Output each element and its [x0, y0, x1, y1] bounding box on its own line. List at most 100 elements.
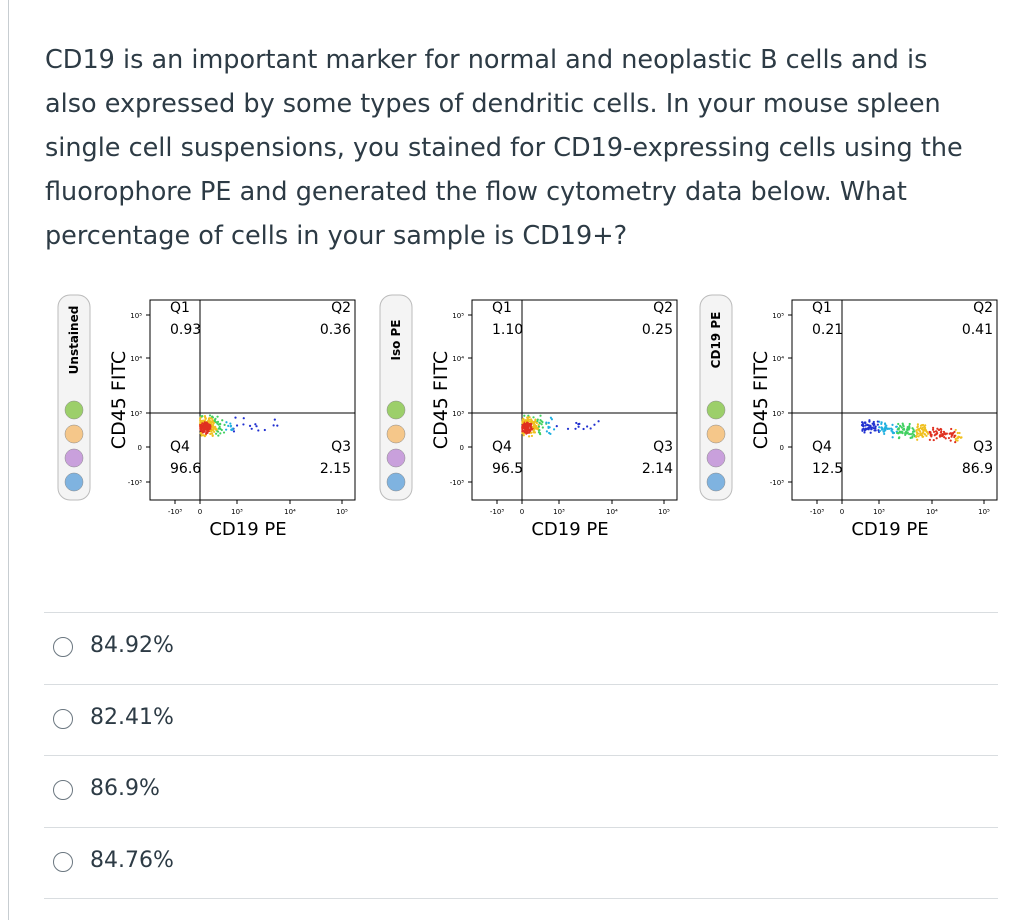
- event-dot: [216, 420, 220, 424]
- y-tick-label: 10⁵: [772, 312, 784, 320]
- event-dot: [534, 418, 537, 421]
- event-dot: [203, 421, 206, 424]
- event-dot: [909, 433, 912, 436]
- event-dot: [911, 432, 914, 435]
- event-dot: [954, 428, 957, 432]
- event-dot: [230, 428, 234, 432]
- event-dot: [208, 424, 211, 428]
- event-dot: [219, 427, 222, 431]
- event-dot: [932, 430, 936, 433]
- event-dot: [248, 424, 252, 427]
- event-dot: [536, 419, 539, 423]
- y-axis-label: CD45 FITC: [430, 351, 452, 449]
- quadrant-value: 86.9: [962, 461, 993, 477]
- event-dot: [863, 431, 866, 434]
- event-dot: [533, 420, 537, 423]
- event-dot: [900, 426, 903, 429]
- option-label: 86.9%: [90, 776, 160, 801]
- event-dot: [884, 426, 887, 429]
- event-dot: [866, 423, 869, 426]
- cell-icon: [64, 472, 84, 492]
- event-dot: [872, 420, 875, 424]
- event-dot: [928, 430, 931, 434]
- event-dot: [919, 432, 922, 435]
- event-dot: [533, 431, 536, 434]
- event-dot: [521, 431, 524, 435]
- event-dot: [212, 426, 215, 429]
- event-dot: [892, 431, 896, 435]
- event-dot: [932, 426, 935, 429]
- y-axis-label: CD45 FITC: [750, 351, 772, 449]
- event-dot: [525, 427, 528, 430]
- event-dot: [586, 425, 589, 428]
- event-dot: [203, 424, 206, 427]
- event-dot: [199, 427, 202, 431]
- event-dot: [864, 422, 867, 425]
- event-dot: [215, 421, 218, 424]
- event-dot: [869, 424, 872, 427]
- event-dot: [898, 424, 902, 427]
- event-dot: [541, 426, 544, 429]
- event-dot: [527, 414, 530, 417]
- radio-button[interactable]: [53, 851, 73, 872]
- event-dot: [263, 428, 266, 432]
- answer-option[interactable]: 84.92%: [44, 612, 998, 683]
- event-dot: [525, 424, 528, 427]
- x-tick-label: 10³: [231, 508, 243, 516]
- x-tick-label: 10⁵: [658, 508, 670, 516]
- y-tick-label: 10⁵: [130, 312, 142, 320]
- cell-icon: [64, 400, 84, 420]
- event-dot: [223, 423, 226, 426]
- event-dot: [225, 421, 228, 424]
- answer-option[interactable]: 82.41%: [44, 683, 998, 755]
- radio-button[interactable]: [53, 708, 73, 729]
- event-dot: [217, 427, 220, 430]
- event-dot: [235, 424, 239, 427]
- event-dot: [537, 425, 541, 428]
- event-dot: [232, 430, 236, 433]
- event-dot: [897, 422, 900, 426]
- event-dot: [940, 430, 943, 433]
- answer-option[interactable]: 84.76%: [44, 826, 998, 898]
- event-dot: [928, 438, 931, 441]
- event-dot: [868, 420, 871, 423]
- question-line: CD19 is an important marker for normal a…: [45, 45, 928, 75]
- event-dot: [213, 418, 217, 422]
- cell-icon: [706, 400, 726, 420]
- quadrant-name: Q1: [812, 300, 832, 316]
- quadrant-name: Q3: [973, 439, 993, 455]
- event-dot: [890, 429, 893, 432]
- flow-figure: Unstained CD45 FITC 10⁵ 10⁴ 10³ 0 -10³ -10³ 0 10³…: [57, 294, 998, 540]
- event-dot: [932, 438, 935, 442]
- event-dot: [947, 436, 951, 440]
- event-dot: [254, 423, 257, 426]
- event-dot: [545, 430, 548, 433]
- event-dot: [523, 414, 526, 417]
- event-dot: [218, 425, 221, 429]
- event-dot: [943, 436, 946, 439]
- x-tick-label: -10³: [810, 508, 824, 516]
- cell-icon: [64, 448, 84, 468]
- quadrant-value: 0.36: [320, 322, 351, 338]
- event-dot: [917, 435, 920, 438]
- event-dot: [934, 430, 938, 433]
- event-dot: [919, 430, 922, 433]
- event-dot: [874, 425, 877, 428]
- tube: [699, 294, 733, 501]
- event-dot: [577, 425, 580, 428]
- y-tick-label: 0: [138, 444, 142, 452]
- event-dot: [880, 421, 883, 424]
- event-dot: [550, 418, 554, 421]
- event-dot: [199, 423, 202, 427]
- question-line: fluorophore PE and generated the flow cy…: [45, 177, 907, 207]
- radio-button[interactable]: [53, 780, 73, 800]
- quadrant-value: 0.25: [642, 322, 673, 338]
- event-dot: [942, 433, 945, 436]
- answer-option[interactable]: 86.9%: [44, 755, 998, 826]
- event-dot: [538, 431, 541, 435]
- event-dot: [925, 434, 928, 438]
- radio-button[interactable]: [53, 637, 73, 657]
- quadrant-value: 12.5: [812, 461, 843, 477]
- event-dot: [904, 432, 907, 435]
- event-dot: [935, 437, 938, 440]
